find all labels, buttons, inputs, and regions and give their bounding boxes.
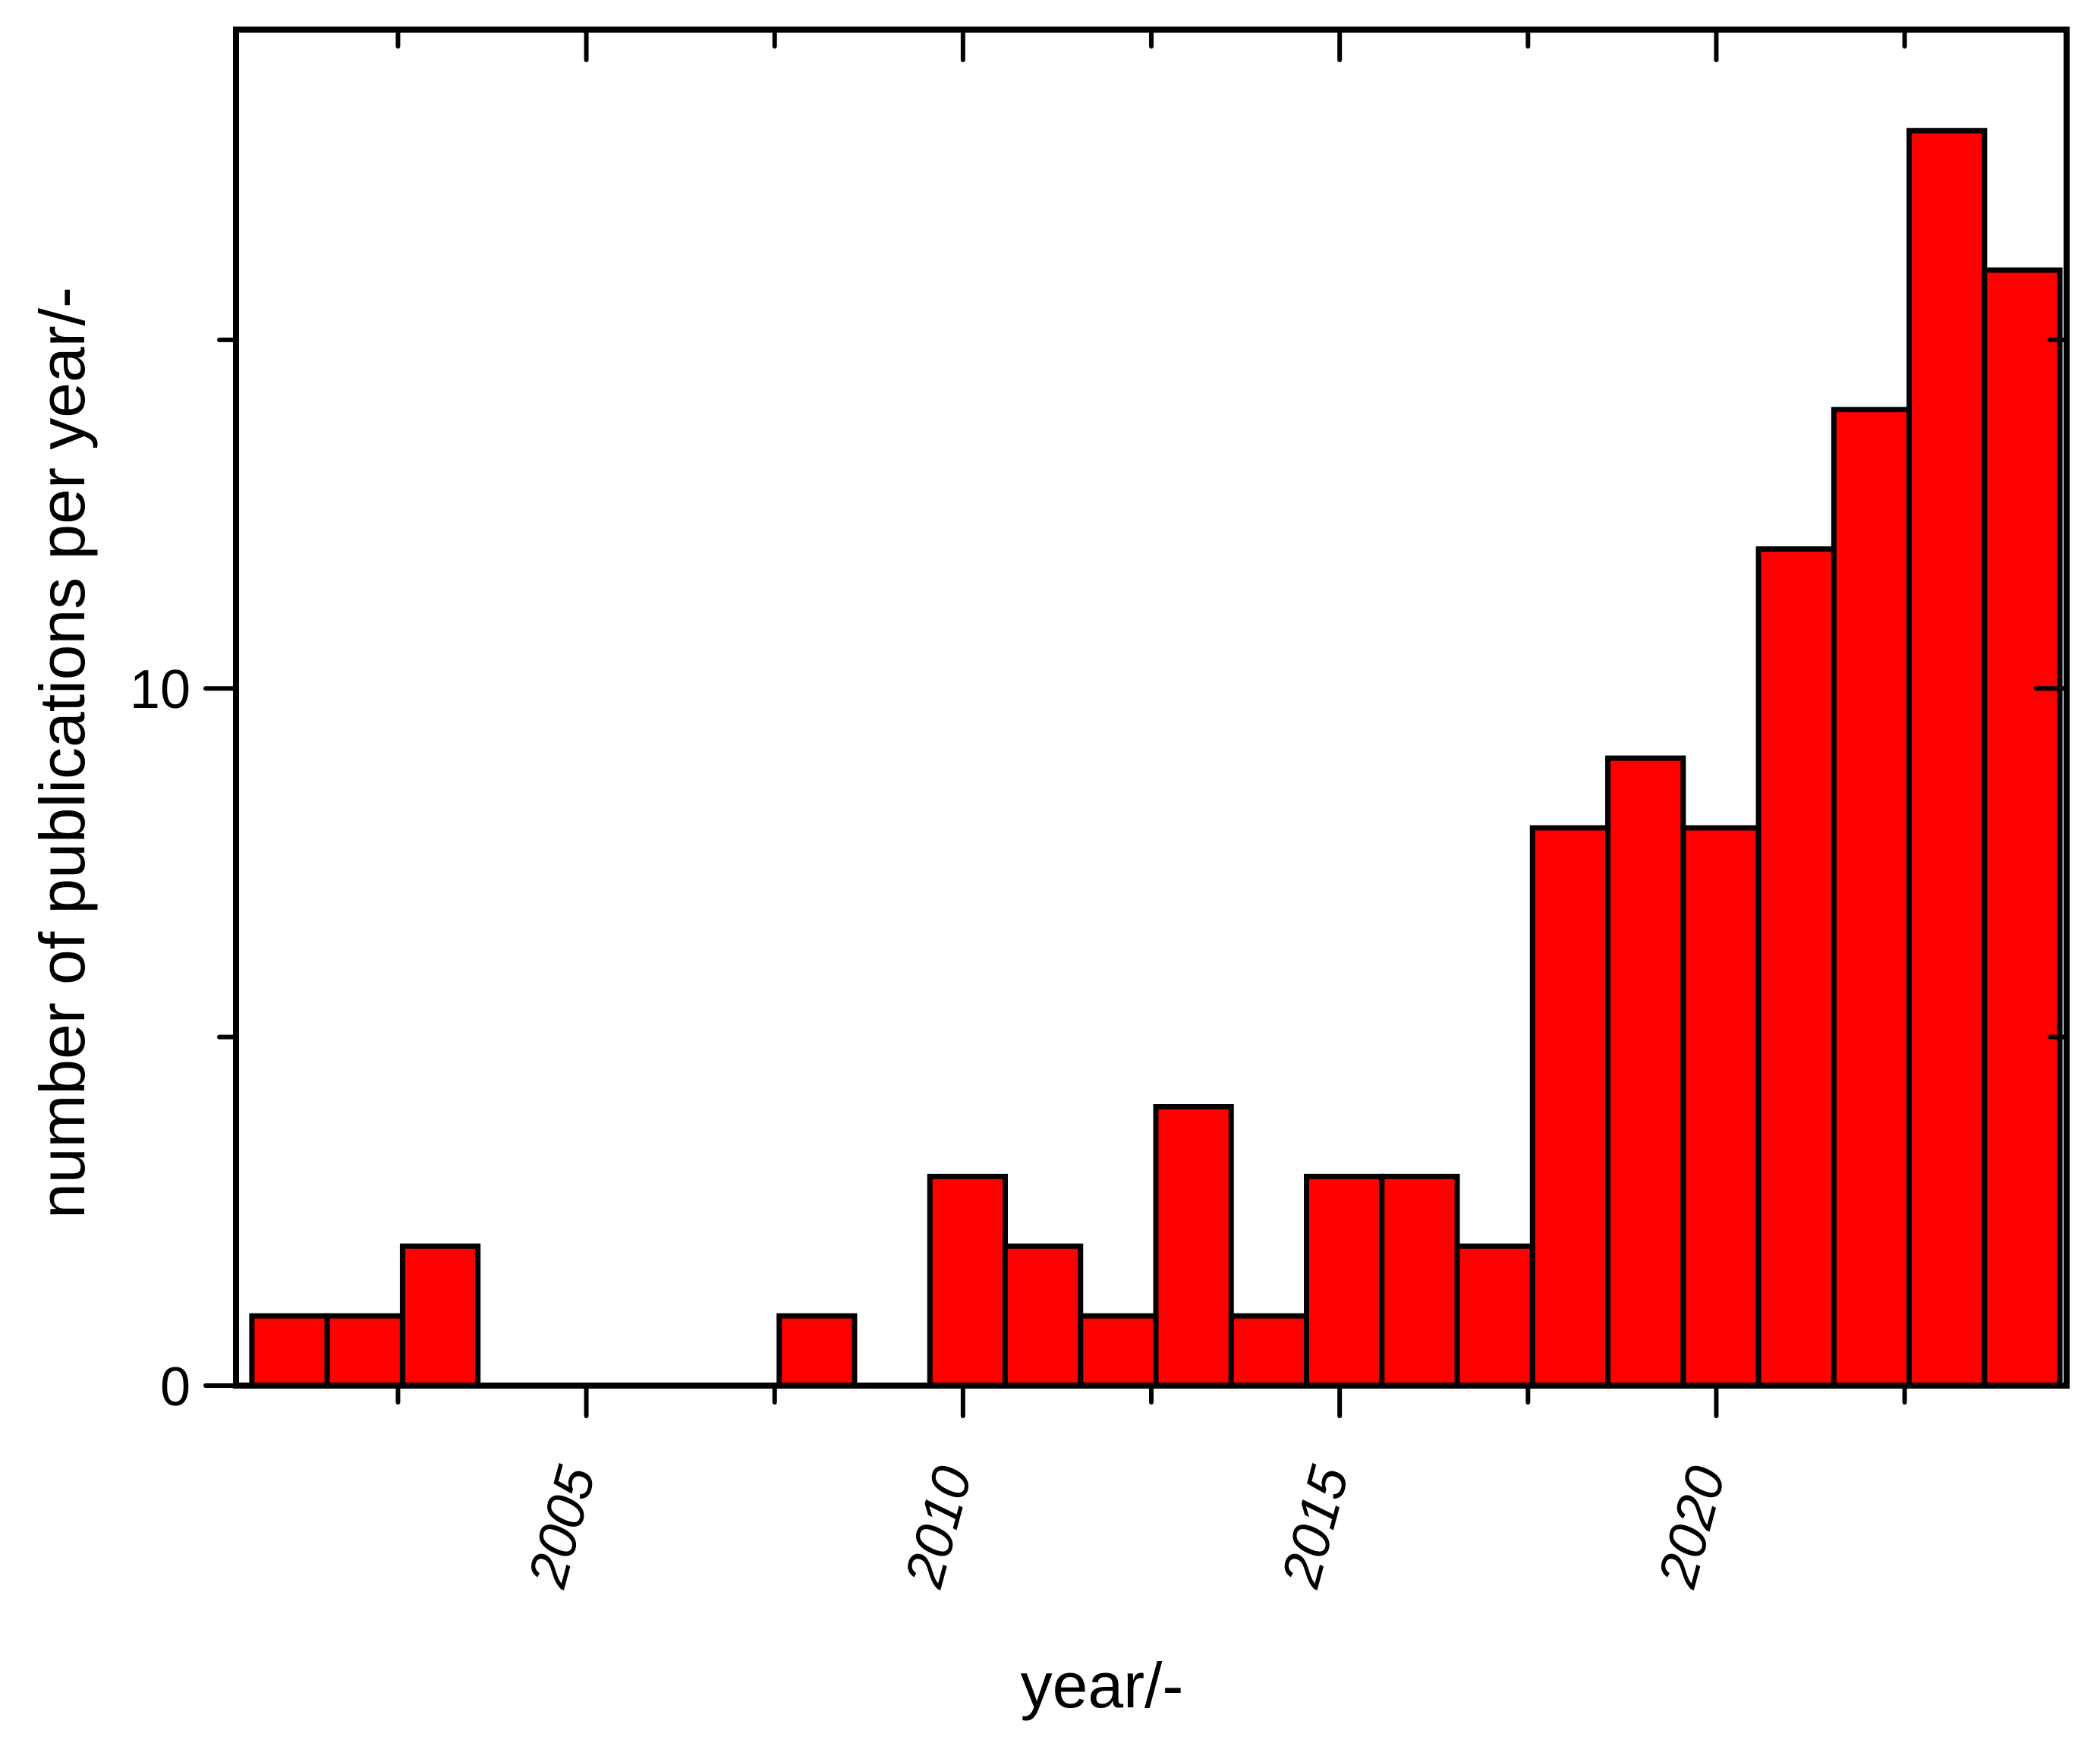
bar-2016: [1379, 1173, 1460, 1389]
bar-2013: [1153, 1103, 1234, 1389]
bar-2021: [1755, 546, 1837, 1389]
y-axis-title: number of publications per year/-: [27, 287, 98, 1219]
bar-2023: [1906, 127, 1988, 1389]
bar-2022: [1831, 407, 1913, 1389]
bar-2002: [324, 1313, 405, 1389]
bar-2012: [1078, 1313, 1159, 1389]
x-axis-title: year/-: [1021, 1650, 1184, 1721]
bar-2001: [249, 1313, 330, 1389]
bar-2015: [1304, 1173, 1385, 1389]
x-tick-labels: 2005 2010 2015 2020: [517, 1459, 1737, 1594]
bar-series: [249, 127, 2063, 1389]
bar-2024: [1982, 267, 2063, 1389]
bar-2008: [776, 1313, 858, 1389]
y-tick-label: 0: [160, 1357, 190, 1417]
bar-2020: [1680, 825, 1762, 1389]
plot-frame: [233, 27, 2070, 1389]
bar-2017: [1454, 1243, 1535, 1389]
bar-2010: [927, 1173, 1008, 1389]
bar-2018: [1529, 825, 1611, 1389]
bar-2014: [1228, 1313, 1310, 1389]
bar-2019: [1605, 755, 1686, 1389]
y-tick-labels: 0 10: [130, 659, 190, 1417]
y-tick-label: 10: [130, 659, 190, 720]
bar-2003: [399, 1243, 481, 1389]
bar-2011: [1002, 1243, 1084, 1389]
